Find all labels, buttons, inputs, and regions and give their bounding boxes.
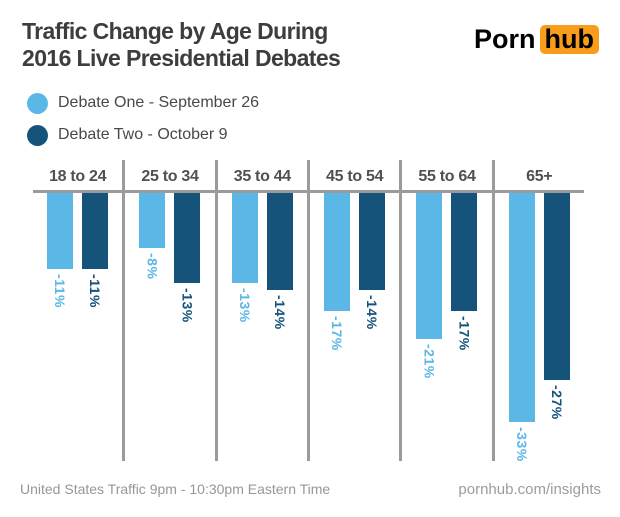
- age-group-45-to-54: 45 to 54 -17% -14%: [310, 160, 403, 461]
- bar-pair: -21% -17%: [416, 193, 478, 379]
- bar-item: -14%: [359, 193, 386, 351]
- footer-site-url: pornhub.com/insights: [458, 481, 601, 498]
- bar-value-label: -17%: [456, 316, 473, 351]
- bar-value-label: -14%: [271, 295, 288, 330]
- chart-title-line1: Traffic Change by Age During: [22, 18, 328, 44]
- bar-item: -33%: [508, 193, 535, 462]
- chart-title-line2: 2016 Live Presidential Debates: [22, 45, 341, 71]
- age-group-label: 35 to 44: [233, 167, 291, 185]
- bar-value-label: -17%: [329, 316, 346, 351]
- bar-value-label: -14%: [364, 295, 381, 330]
- logo-text-hub: hub: [539, 25, 599, 54]
- bar-debate-one: [416, 193, 443, 339]
- bar-pair: -13% -14%: [231, 193, 293, 330]
- age-group-label: 65+: [526, 167, 553, 185]
- bar-debate-one: [139, 193, 166, 248]
- bar-debate-two: [266, 193, 293, 290]
- age-group-label: 18 to 24: [49, 167, 107, 185]
- age-group-label: 55 to 64: [418, 167, 476, 185]
- bar-value-label: -27%: [548, 385, 565, 420]
- bar-debate-two: [174, 193, 201, 283]
- bar-value-label: -11%: [87, 274, 104, 308]
- age-group-65: 65+ -33% -27%: [495, 160, 584, 462]
- age-group-18-to-24: 18 to 24 -11% -11%: [33, 160, 126, 461]
- bar-item: -14%: [266, 193, 293, 330]
- legend-item-debate-one: Debate One - September 26: [27, 92, 259, 114]
- bar-debate-one: [47, 193, 74, 269]
- bar-pair: -11% -11%: [47, 193, 109, 308]
- logo-text-porn: Porn: [474, 24, 536, 54]
- bar-item: -11%: [82, 193, 109, 308]
- age-group-label: 45 to 54: [326, 167, 384, 185]
- bar-debate-two: [451, 193, 478, 311]
- age-group-35-to-44: 35 to 44 -13% -14%: [218, 160, 310, 461]
- zero-axis-line: [33, 190, 584, 193]
- bar-value-label: -8%: [144, 253, 161, 280]
- bar-item: -17%: [451, 193, 478, 379]
- bar-value-label: -13%: [179, 288, 196, 323]
- age-group-25-to-34: 25 to 34 -8% -13%: [125, 160, 218, 461]
- debate-two-circle-icon: [27, 124, 48, 146]
- bar-value-label: -11%: [52, 274, 69, 308]
- age-group-55-to-64: 55 to 64 -21% -17%: [402, 160, 495, 461]
- bar-value-label: -21%: [421, 344, 438, 379]
- bar-pair: -33% -27%: [508, 193, 570, 462]
- bar-item: -11%: [47, 193, 74, 308]
- bar-debate-one: [324, 193, 351, 311]
- bar-item: -21%: [416, 193, 443, 379]
- bar-item: -13%: [231, 193, 258, 330]
- debate-one-circle-icon: [27, 92, 48, 114]
- bar-item: -8%: [139, 193, 166, 323]
- bar-debate-two: [82, 193, 109, 269]
- bar-debate-one: [508, 193, 535, 422]
- chart-area: 18 to 24 -11% -11% 25 to 34 -8% -13% 35 to 44 -…: [33, 160, 584, 462]
- bar-debate-two: [543, 193, 570, 380]
- legend-label-debate-two: Debate Two - October 9: [58, 126, 228, 143]
- bar-pair: -17% -14%: [324, 193, 386, 351]
- footer-note: United States Traffic 9pm - 10:30pm East…: [20, 481, 331, 497]
- pornhub-logo: Porn hub: [474, 24, 599, 55]
- bar-item: -17%: [324, 193, 351, 351]
- bar-item: -13%: [174, 193, 201, 323]
- chart-groups: 18 to 24 -11% -11% 25 to 34 -8% -13% 35 to 44 -…: [33, 160, 584, 462]
- bar-value-label: -33%: [513, 427, 530, 462]
- bar-value-label: -13%: [236, 288, 253, 323]
- bar-pair: -8% -13%: [139, 193, 201, 323]
- chart-title: Traffic Change by Age During 2016 Live P…: [22, 18, 341, 72]
- bar-debate-one: [231, 193, 258, 283]
- legend: Debate One - September 26 Debate Two - O…: [27, 92, 259, 156]
- bar-debate-two: [359, 193, 386, 290]
- legend-item-debate-two: Debate Two - October 9: [27, 124, 259, 146]
- age-group-label: 25 to 34: [141, 167, 199, 185]
- bar-item: -27%: [543, 193, 570, 462]
- legend-label-debate-one: Debate One - September 26: [58, 94, 260, 111]
